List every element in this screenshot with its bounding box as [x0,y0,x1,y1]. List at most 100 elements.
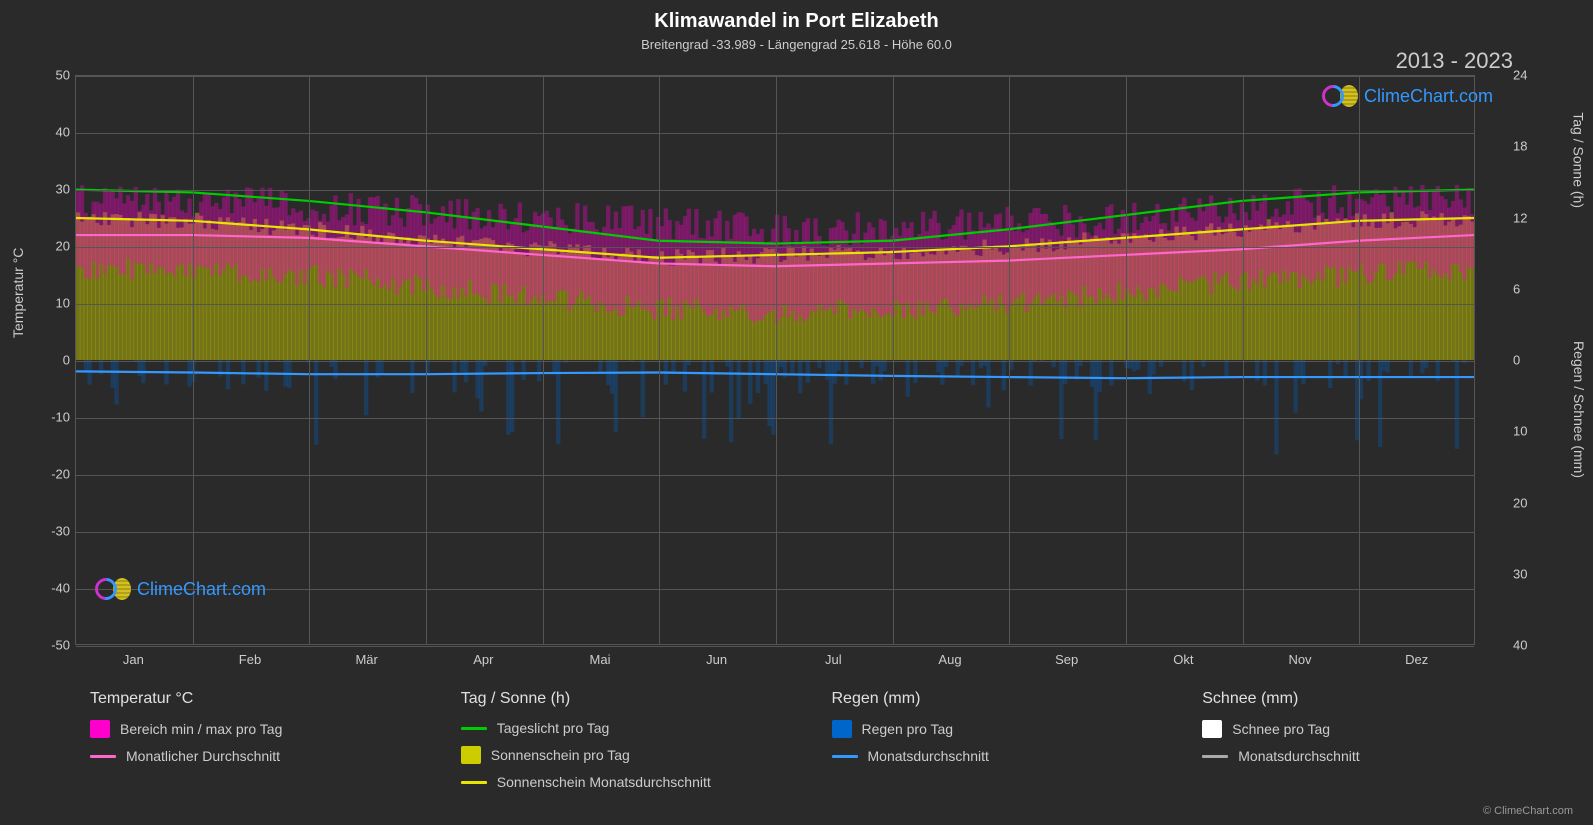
grid-line-h [76,133,1474,134]
grid-line-h [76,76,1474,77]
tick-left: -30 [40,524,70,539]
legend-column: Temperatur °C Bereich min / max pro Tag Mo… [90,690,441,800]
grid-line-h [76,532,1474,533]
left-axis-label: Temperatur °C [10,248,26,338]
legend-item: Monatlicher Durchschnitt [90,748,441,764]
tick-left: 0 [40,353,70,368]
legend-label: Schnee pro Tag [1232,721,1330,737]
legend-swatch [90,720,110,738]
watermark-text: ClimeChart.com [1364,86,1493,107]
right-axis-top-label: Tag / Sonne (h) [1571,112,1587,208]
chart-subtitle: Breitengrad -33.989 - Längengrad 25.618 … [0,33,1593,52]
tick-right-bottom: 10 [1513,424,1543,439]
legend-title: Regen (mm) [832,690,1183,708]
legend-item: Bereich min / max pro Tag [90,720,441,738]
tick-bottom: Aug [938,652,961,667]
tick-left: -50 [40,638,70,653]
grid-line-h [76,589,1474,590]
tick-left: -40 [40,581,70,596]
year-range: 2013 - 2023 [1396,48,1513,74]
grid-line-v [1359,76,1360,644]
legend-label: Regen pro Tag [862,721,954,737]
grid-line-v [426,76,427,644]
tick-right-top: 18 [1513,139,1543,154]
legend-item: Monatsdurchschnitt [832,748,1183,764]
legend-item: Schnee pro Tag [1202,720,1553,738]
legend-title: Schnee (mm) [1202,690,1553,708]
legend-item: Regen pro Tag [832,720,1183,738]
tick-bottom: Sep [1055,652,1078,667]
legend-title: Temperatur °C [90,690,441,708]
right-axis-bottom-label: Regen / Schnee (mm) [1571,341,1587,478]
legend-title: Tag / Sonne (h) [461,690,812,708]
tick-left: 50 [40,68,70,83]
logo-c-icon [91,574,122,605]
tick-bottom: Apr [473,652,493,667]
legend-item: Sonnenschein Monatsdurchschnitt [461,774,812,790]
logo-c-icon [1317,81,1348,112]
plot-area [75,75,1475,645]
tick-bottom: Jan [123,652,144,667]
legend-item: Tageslicht pro Tag [461,720,812,736]
tick-bottom: Jul [825,652,842,667]
tick-bottom: Mär [355,652,377,667]
tick-left: 10 [40,296,70,311]
legend-label: Monatlicher Durchschnitt [126,748,280,764]
tick-right-top: 0 [1513,353,1543,368]
grid-line-v [193,76,194,644]
legend-label: Sonnenschein pro Tag [491,747,630,763]
legend-column: Schnee (mm) Schnee pro Tag Monatsdurchschn… [1202,690,1553,800]
tick-left: -20 [40,467,70,482]
grid-line-v [659,76,660,644]
legend-item: Monatsdurchschnitt [1202,748,1553,764]
legend-label: Bereich min / max pro Tag [120,721,282,737]
chart-title: Klimawandel in Port Elizabeth [0,0,1593,33]
legend-label: Sonnenschein Monatsdurchschnitt [497,774,711,790]
grid-line-h [76,190,1474,191]
tick-bottom: Dez [1405,652,1428,667]
grid-line-h [76,418,1474,419]
tick-right-bottom: 30 [1513,566,1543,581]
grid-line-h [76,304,1474,305]
grid-line-v [1243,76,1244,644]
tick-right-top: 6 [1513,281,1543,296]
legend-label: Monatsdurchschnitt [868,748,989,764]
legend-item: Sonnenschein pro Tag [461,746,812,764]
grid-line-h [76,646,1474,647]
legend-swatch [832,755,858,758]
grid-line-v [1009,76,1010,644]
tick-bottom: Nov [1288,652,1311,667]
legend-swatch [832,720,852,738]
legend-swatch [1202,755,1228,758]
legend-column: Regen (mm) Regen pro Tag Monatsdurchschnit… [832,690,1183,800]
grid-line-h [76,247,1474,248]
tick-right-top: 24 [1513,68,1543,83]
tick-bottom: Feb [239,652,261,667]
legend-label: Monatsdurchschnitt [1238,748,1359,764]
grid-line-v [893,76,894,644]
grid-line-v [1126,76,1127,644]
legend-label: Tageslicht pro Tag [497,720,610,736]
watermark-text: ClimeChart.com [137,579,266,600]
legend-swatch [1202,720,1222,738]
watermark-bottom: ClimeChart.com [95,578,266,600]
tick-bottom: Jun [706,652,727,667]
tick-right-bottom: 40 [1513,638,1543,653]
tick-left: -10 [40,410,70,425]
tick-right-bottom: 20 [1513,495,1543,510]
tick-right-top: 12 [1513,210,1543,225]
copyright: © ClimeChart.com [1483,805,1573,817]
legend-swatch [461,746,481,764]
grid-line-h [76,475,1474,476]
grid-line-v [776,76,777,644]
tick-left: 40 [40,125,70,140]
tick-bottom: Okt [1173,652,1193,667]
tick-left: 20 [40,239,70,254]
legend-swatch [461,727,487,730]
tick-left: 30 [40,182,70,197]
legend-swatch [90,755,116,758]
plot-svg [76,76,1474,644]
grid-line-h [76,361,1474,362]
grid-line-v [543,76,544,644]
grid-line-v [309,76,310,644]
